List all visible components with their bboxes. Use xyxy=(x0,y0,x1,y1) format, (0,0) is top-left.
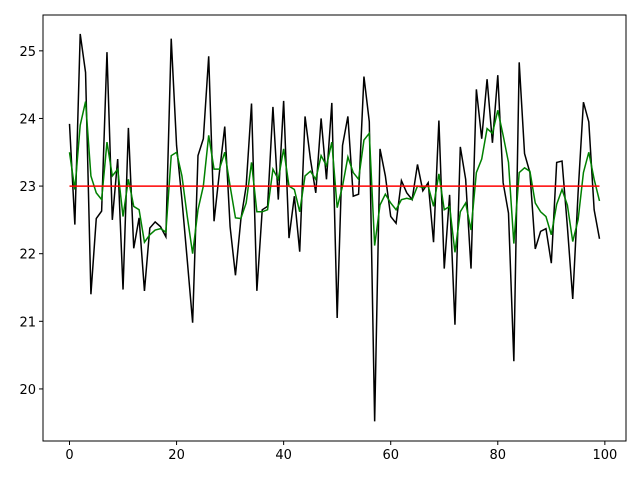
x-tick-label: 0 xyxy=(65,448,73,463)
series-line xyxy=(68,33,601,422)
y-tick-label: 20 xyxy=(19,383,36,398)
y-tick-label: 22 xyxy=(19,248,36,263)
y-tick-label: 21 xyxy=(19,315,36,330)
x-tick-label: 40 xyxy=(275,448,292,463)
x-tick-label: 80 xyxy=(490,448,507,463)
plot-area xyxy=(68,33,601,422)
y-tick-label: 23 xyxy=(19,180,36,195)
y-tick-label: 25 xyxy=(19,45,36,60)
x-tick-label: 20 xyxy=(168,448,185,463)
x-tick-label: 100 xyxy=(592,448,617,463)
series-line xyxy=(68,101,601,254)
x-tick-label: 60 xyxy=(382,448,399,463)
y-tick-label: 24 xyxy=(19,112,36,127)
axes-frame xyxy=(42,14,627,442)
